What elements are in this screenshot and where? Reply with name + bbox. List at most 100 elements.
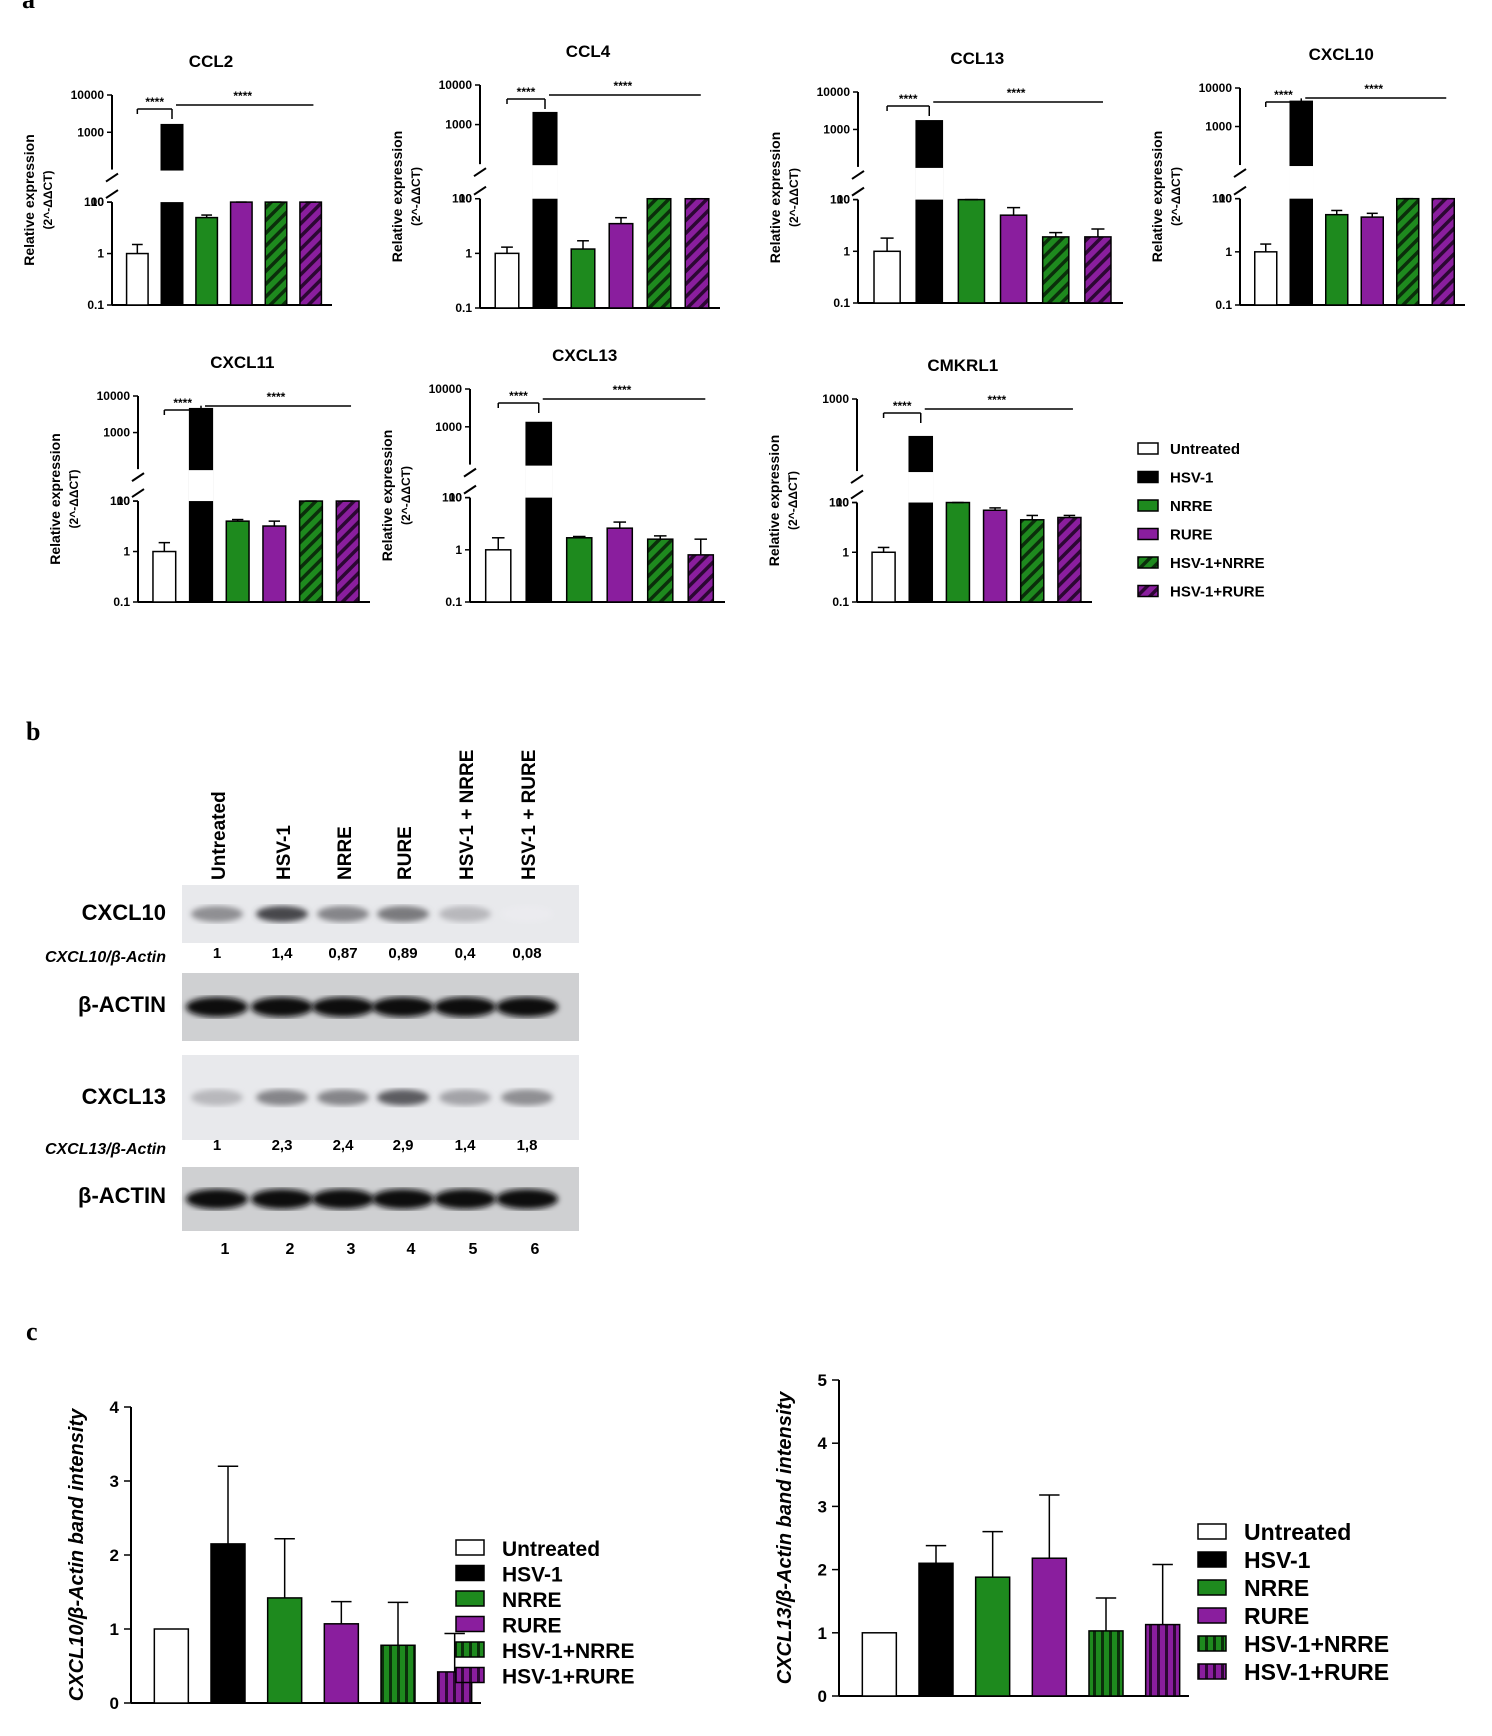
bar-hsv-1 bbox=[210, 1543, 246, 1704]
blot-band bbox=[496, 1189, 558, 1209]
legend-label-hsv-1-nrre: HSV-1+NRRE bbox=[1170, 555, 1265, 572]
legend-swatch-untreated bbox=[1197, 1523, 1227, 1540]
legend-swatch-hsv-1 bbox=[455, 1564, 485, 1582]
qpcr-legend: Untreated HSV-1 NRRE RURE HSV-1+NRRE HSV-1+RU… bbox=[1137, 441, 1265, 601]
y-tick-label: 10 bbox=[91, 195, 105, 209]
bar-untreated bbox=[1253, 251, 1278, 306]
bar-hsv-1 bbox=[532, 111, 558, 309]
bar-hsv-1-rure bbox=[1144, 1623, 1181, 1697]
y-tick-label: 10 bbox=[837, 193, 851, 207]
legend-label-rure: RURE bbox=[1170, 527, 1213, 544]
legend-label-nrre: NRRE bbox=[1170, 498, 1213, 515]
bar-rure bbox=[999, 214, 1028, 304]
bar-untreated bbox=[873, 250, 901, 304]
bar-hsv-1-nrre bbox=[1395, 197, 1420, 306]
bar-nrre bbox=[570, 248, 596, 309]
y-axis-label: Relative expression bbox=[1149, 131, 1165, 263]
blot-name: CXCL10 bbox=[82, 900, 166, 925]
axis-break-mark bbox=[850, 489, 864, 500]
lane-number: 4 bbox=[407, 1241, 416, 1258]
ratio-value: 1 bbox=[213, 945, 221, 962]
ratio-value: 0,87 bbox=[328, 945, 357, 962]
significance-stars: **** bbox=[988, 393, 1007, 407]
y-tick-label: 1000 bbox=[823, 122, 850, 136]
legend-label-untreated: Untreated bbox=[1244, 1519, 1351, 1545]
significance-stars: **** bbox=[1007, 86, 1026, 100]
legend-swatch-hsv-1-nrre bbox=[1137, 556, 1159, 569]
significance-stars: **** bbox=[267, 390, 286, 404]
lane-label-hsv-1-rure: HSV-1 + RURE bbox=[519, 750, 540, 880]
bar-break-gap bbox=[188, 470, 214, 502]
blot-band bbox=[501, 1089, 553, 1106]
blot-actin-3: β-ACTIN bbox=[78, 1167, 579, 1231]
lane-number: 3 bbox=[347, 1241, 356, 1258]
bar-hsv-1-rure bbox=[1057, 516, 1082, 603]
legend-label-hsv-1: HSV-1 bbox=[1244, 1547, 1311, 1573]
legend-swatch-untreated bbox=[455, 1539, 485, 1556]
bar-hsv-1 bbox=[918, 1562, 954, 1697]
y-axis-label: Relative expression bbox=[767, 132, 783, 264]
ratio-value: 1 bbox=[213, 1137, 221, 1154]
y-tick-label: 1 bbox=[843, 244, 850, 258]
ratio-value: 0,08 bbox=[512, 945, 541, 962]
y-tick-label: 10000 bbox=[1199, 81, 1233, 95]
y-tick-label: 2 bbox=[818, 1561, 827, 1580]
y-tick-label: 3 bbox=[818, 1497, 827, 1516]
bar-break-gap bbox=[915, 167, 944, 200]
blot-band bbox=[372, 997, 434, 1017]
y-tick-label: 10000 bbox=[439, 78, 473, 92]
y-tick-label: 1000 bbox=[1205, 120, 1232, 134]
western-blot-panel: Untreated HSV-1 NRRE RURE HSV-1 + NRRE HSV-1 … bbox=[45, 750, 579, 1258]
axis-break-mark bbox=[1233, 168, 1247, 178]
y-tick-label: 0.1 bbox=[833, 296, 850, 310]
legend-label-hsv-1-nrre: HSV-1+NRRE bbox=[502, 1640, 634, 1663]
chart-title: CMKRL1 bbox=[927, 356, 998, 375]
y-tick-label: 10 bbox=[117, 494, 131, 508]
y-tick-label: 10000 bbox=[817, 85, 851, 99]
y-tick-label: 1 bbox=[842, 545, 849, 559]
y-tick-label: 10000 bbox=[71, 88, 105, 102]
significance-stars: **** bbox=[509, 389, 528, 403]
y-tick-label: 1000 bbox=[445, 118, 472, 132]
bar-hsv-1-rure bbox=[1431, 197, 1456, 306]
bar-nrre bbox=[974, 1576, 1011, 1697]
y-tick-label: 0.1 bbox=[455, 301, 472, 315]
axis-break-mark bbox=[105, 189, 119, 199]
significance-stars: **** bbox=[517, 85, 536, 99]
y-axis-label-unit: (2^-ΔΔCT) bbox=[41, 171, 55, 230]
bar-untreated bbox=[153, 1628, 190, 1704]
legend-swatch-rure bbox=[455, 1615, 485, 1633]
lane-label-rure: RURE bbox=[395, 826, 416, 880]
legend-label-untreated: Untreated bbox=[1170, 441, 1240, 458]
blot-band bbox=[251, 997, 313, 1017]
ratio-value: 2,3 bbox=[272, 1137, 293, 1154]
ratio-value: 0,4 bbox=[455, 945, 477, 962]
bar-hsv-1-nrre bbox=[298, 500, 324, 603]
blot-name: β-ACTIN bbox=[78, 992, 166, 1017]
legend-swatch-nrre bbox=[1197, 1579, 1227, 1596]
y-tick-label: 3 bbox=[110, 1472, 119, 1491]
legend-label-hsv-1-rure: HSV-1+RURE bbox=[1170, 584, 1265, 601]
bar-break-gap bbox=[908, 472, 934, 503]
lane-number: 6 bbox=[531, 1241, 540, 1258]
bar-nrre bbox=[225, 520, 250, 603]
bar-untreated bbox=[861, 1632, 898, 1697]
y-tick-label: 1 bbox=[1225, 245, 1232, 259]
y-axis-label-unit: (2^-ΔΔCT) bbox=[1169, 167, 1183, 226]
bar-hsv-1-nrre bbox=[1019, 519, 1045, 603]
legend-swatch-hsv-1-nrre bbox=[455, 1641, 485, 1658]
bar-hsv-1-nrre bbox=[380, 1644, 416, 1704]
y-tick-label: 0.1 bbox=[87, 298, 104, 312]
axis-break-mark bbox=[851, 186, 865, 197]
blot-name: β-ACTIN bbox=[78, 1183, 166, 1208]
bar-untreated bbox=[484, 549, 512, 603]
blot-band bbox=[434, 1189, 496, 1209]
y-axis-label: CXCL10/β-Actin band intensity bbox=[66, 1408, 88, 1701]
panel-label-b: b bbox=[26, 717, 40, 746]
y-tick-label: 0.1 bbox=[445, 595, 462, 609]
y-axis-label: Relative expression bbox=[766, 435, 782, 567]
